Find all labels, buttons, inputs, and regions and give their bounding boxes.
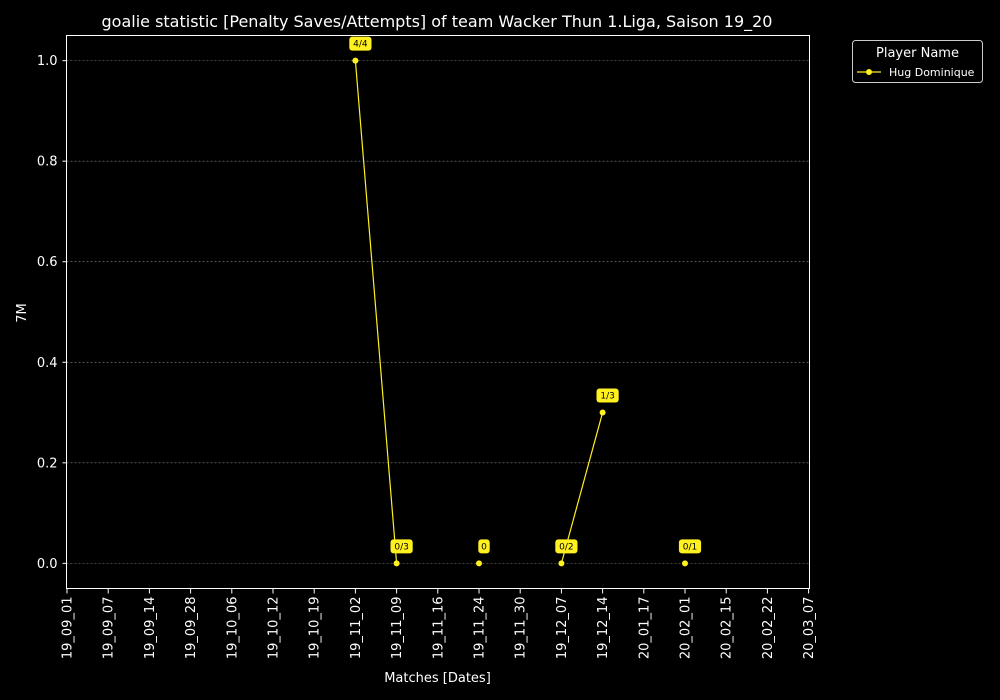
data-point <box>476 560 482 567</box>
x-tick-label: 19_11_02 <box>349 597 364 660</box>
legend-entry-label: Hug Dominique <box>889 66 975 79</box>
x-tick-label: 19_09_01 <box>61 597 76 660</box>
data-point <box>393 560 400 567</box>
data-label: 0 <box>481 542 487 552</box>
x-tick-label: 19_10_19 <box>308 597 323 660</box>
x-axis-title: Matches [Dates] <box>384 671 491 686</box>
x-tick-label: 19_11_16 <box>431 597 446 660</box>
legend-frame <box>852 40 983 83</box>
y-axis-title: 7M <box>15 303 30 323</box>
x-tick-label: 20_01_17 <box>637 597 652 660</box>
x-tick-label: 19_10_06 <box>225 597 240 660</box>
data-label: 0/3 <box>394 542 408 552</box>
y-tick-label: 0.6 <box>37 255 58 270</box>
x-tick-label: 19_12_14 <box>596 597 611 660</box>
data-label: 0/1 <box>683 542 697 552</box>
data-point <box>599 409 606 416</box>
x-tick-label: 20_02_22 <box>761 597 776 660</box>
x-tick-label: 20_03_07 <box>802 597 817 660</box>
data-label-box <box>349 36 372 51</box>
y-tick-label: 1.0 <box>37 54 58 69</box>
data-label: 0/2 <box>559 542 573 552</box>
y-tick-label: 0.4 <box>37 356 58 371</box>
data-label-box <box>555 539 578 554</box>
x-tick-label: 19_09_28 <box>184 597 199 660</box>
y-tick-label: 0.8 <box>37 155 58 170</box>
x-tick-label: 20_02_01 <box>679 597 694 660</box>
series-hug-dominique: 4/4 0/3 0 0/2 1/3 0/1 <box>349 36 702 567</box>
legend: Player Name Hug Dominique <box>852 40 983 83</box>
data-label-box <box>390 539 413 554</box>
x-tick-label: 19_12_07 <box>555 597 570 660</box>
series-line-segment <box>354 60 398 564</box>
series-line-segment <box>560 412 604 564</box>
data-point <box>352 57 359 64</box>
x-tick-label: 19_09_14 <box>143 597 158 660</box>
data-label: 4/4 <box>353 40 368 50</box>
x-tick-label: 19_09_07 <box>102 597 117 660</box>
data-label-box <box>478 539 490 554</box>
data-point <box>558 560 565 567</box>
x-tick-label: 20_02_15 <box>720 597 735 660</box>
data-point <box>682 560 688 567</box>
data-label-box <box>596 388 619 403</box>
y-axis: 0.0 0.2 0.4 0.6 0.8 1.0 <box>37 54 67 572</box>
legend-marker-swatch <box>866 69 872 75</box>
legend-title: Player Name <box>876 46 959 61</box>
x-tick-label: 19_10_12 <box>267 597 282 660</box>
y-tick-label: 0.0 <box>37 557 58 572</box>
data-label-box <box>678 539 702 554</box>
x-tick-label: 19_11_24 <box>473 597 488 660</box>
x-axis: 19_09_01 19_09_07 19_09_14 19_09_28 19_10_06… <box>61 588 817 660</box>
x-tick-label: 19_11_30 <box>514 597 529 660</box>
x-tick-label: 19_11_09 <box>390 597 405 660</box>
y-tick-label: 0.2 <box>37 456 58 471</box>
data-label: 1/3 <box>600 392 614 402</box>
chart-title: goalie statistic [Penalty Saves/Attempts… <box>102 12 773 32</box>
